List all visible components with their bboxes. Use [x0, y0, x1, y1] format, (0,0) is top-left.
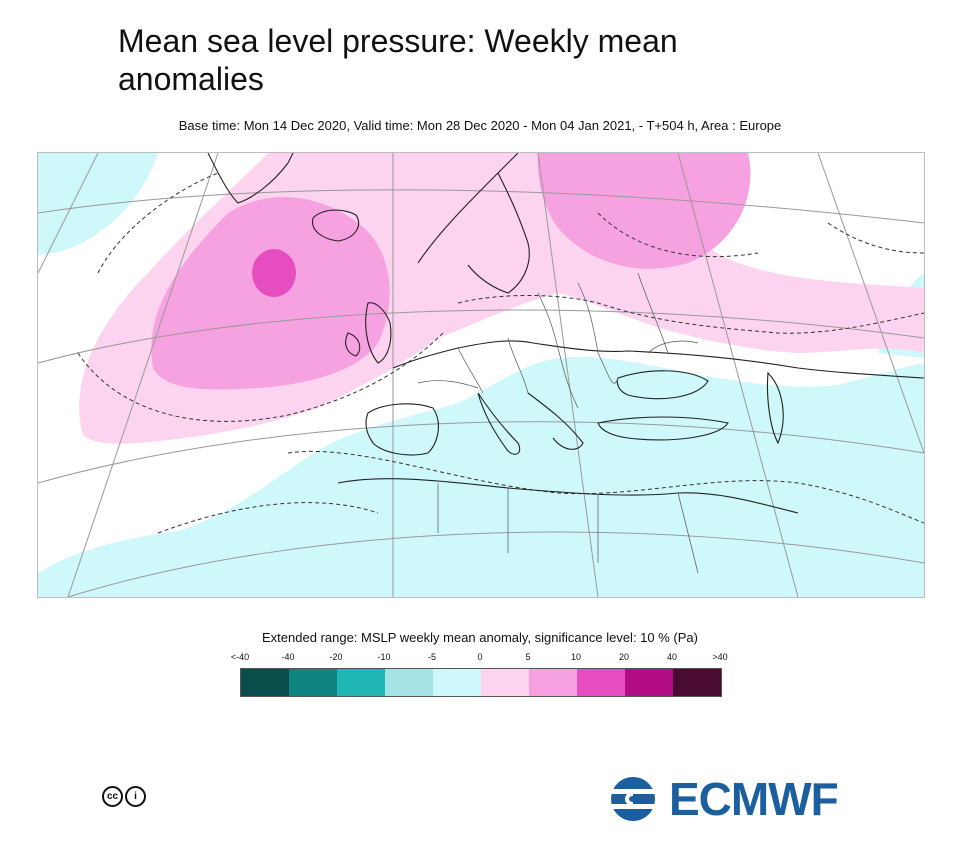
legend-tick: >40 — [712, 652, 728, 662]
legend-tick: 40 — [666, 652, 677, 662]
legend-tick: 20 — [618, 652, 629, 662]
legend-ticks: <-40 -40 -20 -10 -5 0 5 10 20 40 >40 — [216, 652, 744, 664]
country-borders — [417, 272, 699, 574]
legend-swatch — [337, 669, 385, 696]
creative-commons-badge: cc i — [102, 786, 146, 807]
map-subtitle: Base time: Mon 14 Dec 2020, Valid time: … — [178, 118, 782, 133]
legend-swatch — [625, 669, 673, 696]
legend-tick: 0 — [477, 652, 483, 662]
legend-title: Extended range: MSLP weekly mean anomaly… — [262, 630, 698, 645]
legend-swatch — [673, 669, 721, 696]
legend-tick: -20 — [329, 652, 343, 662]
map-canvas — [38, 153, 924, 597]
positive-anomaly-mid-russia — [537, 153, 751, 269]
legend-colorbar — [240, 668, 722, 697]
legend-swatch — [289, 669, 337, 696]
legend-tick: <-40 — [230, 652, 250, 662]
ecmwf-logo-text: ECMWF — [669, 773, 839, 825]
legend-tick: -40 — [281, 652, 295, 662]
legend-swatch — [385, 669, 433, 696]
legend-swatch — [433, 669, 481, 696]
significance-contours — [77, 172, 924, 534]
coastlines — [207, 153, 924, 514]
anomaly-map — [37, 152, 925, 598]
legend-tick: 5 — [525, 652, 531, 662]
negative-anomaly-region-nw — [38, 153, 158, 255]
ecmwf-emblem-icon — [605, 777, 661, 821]
cc-icon: cc — [102, 786, 123, 807]
legend-tick: -10 — [377, 652, 391, 662]
legend-tick: -5 — [427, 652, 436, 662]
page-title: Mean sea level pressure: Weekly mean ano… — [118, 23, 678, 97]
legend-swatch — [529, 669, 577, 696]
attribution-icon: i — [125, 786, 146, 807]
ecmwf-logo: ECMWF — [603, 772, 839, 826]
legend-swatch — [481, 669, 529, 696]
legend-swatch — [577, 669, 625, 696]
graticule — [38, 153, 924, 597]
legend-tick: 10 — [570, 652, 581, 662]
legend-swatch — [241, 669, 289, 696]
positive-anomaly-core — [252, 249, 296, 297]
